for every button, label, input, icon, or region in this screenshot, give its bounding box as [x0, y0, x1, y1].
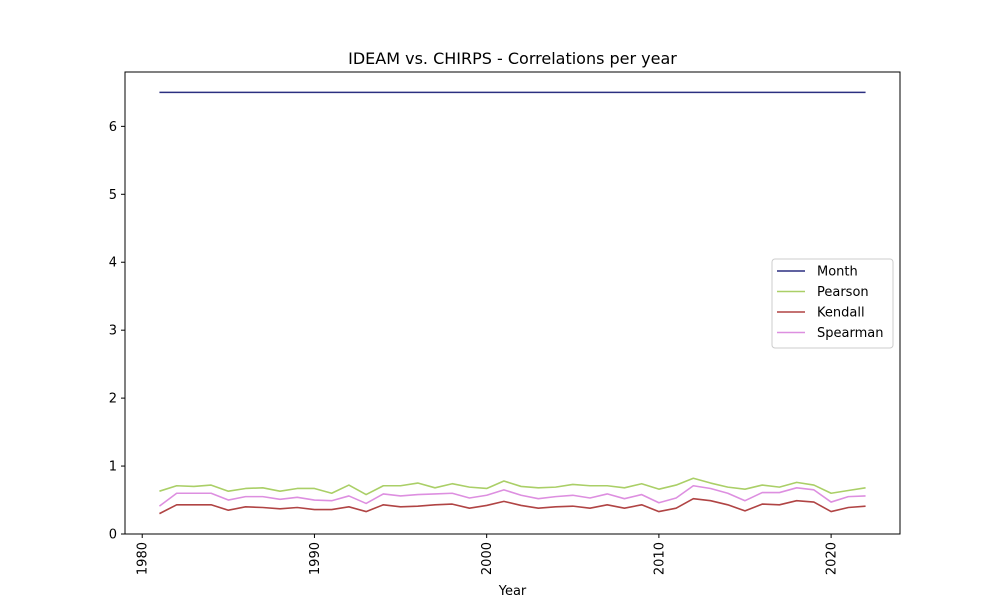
series-line-spearman	[158, 484, 866, 507]
x-tick-label: 2000	[480, 542, 495, 575]
legend-label-kendall: Kendall	[817, 306, 865, 321]
y-axis: 0 1 2 3 4 5 6	[109, 120, 125, 543]
y-tick-label: 0	[109, 528, 117, 543]
y-tick-label: 1	[109, 460, 117, 475]
x-tick-label: 2010	[652, 542, 667, 575]
series-layer	[158, 91, 866, 515]
chart-title: IDEAM vs. CHIRPS - Correlations per year	[348, 49, 677, 68]
y-tick-label: 5	[109, 188, 117, 203]
y-tick-label: 3	[109, 324, 117, 339]
series-line-pearson	[159, 477, 866, 496]
legend-label-month: Month	[817, 265, 858, 280]
x-axis-label: Year	[498, 584, 527, 599]
x-axis: 1980 1990 2000 2010 2020	[136, 534, 840, 575]
y-tick-label: 2	[109, 392, 117, 407]
legend-label-pearson: Pearson	[817, 285, 869, 300]
legend-label-spearman: Spearman	[817, 326, 883, 341]
legend-box	[771, 258, 894, 349]
plot-area	[124, 71, 901, 535]
x-tick-label: 1990	[308, 542, 323, 575]
legend: Month Pearson Kendall Spearman	[771, 258, 894, 349]
y-tick-label: 6	[109, 120, 117, 135]
series-line-kendall	[159, 497, 866, 515]
y-tick-label: 4	[109, 256, 117, 271]
x-tick-label: 1980	[136, 542, 151, 575]
axes-frame	[124, 71, 901, 535]
x-tick-label: 2020	[825, 542, 840, 575]
